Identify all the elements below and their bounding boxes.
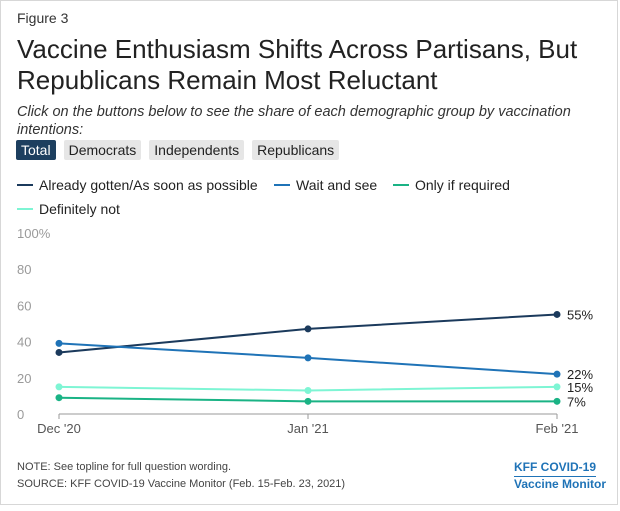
y-tick-label: 40 — [17, 335, 31, 350]
group-button-row: Total Democrats Independents Republicans — [16, 140, 340, 160]
democrats-button[interactable]: Democrats — [63, 140, 142, 160]
legend-label-wait-and-see: Wait and see — [296, 177, 378, 193]
data-point[interactable] — [553, 397, 561, 405]
legend-swatch-only-if-required — [393, 184, 409, 186]
data-point[interactable] — [55, 339, 63, 347]
y-tick-label: 80 — [17, 262, 31, 277]
y-axis: 0 20 40 60 80 100% — [17, 226, 51, 422]
end-value-label: 15% — [567, 380, 593, 395]
legend-label-only-if-required: Only if required — [415, 177, 510, 193]
y-tick-label: 100% — [17, 226, 51, 241]
legend-item-already-gotten[interactable]: Already gotten/As soon as possible — [17, 177, 258, 193]
data-point[interactable] — [553, 383, 561, 391]
y-tick-label: 60 — [17, 298, 31, 313]
legend-swatch-already-gotten — [17, 184, 33, 186]
kff-brand-logo: KFF COVID-19 Vaccine Monitor — [514, 460, 606, 492]
chart-subtitle: Click on the buttons below to see the sh… — [17, 104, 571, 138]
chart-title: Vaccine Enthusiasm Shifts Across Partisa… — [17, 34, 578, 95]
data-point[interactable] — [553, 370, 561, 378]
x-axis: Dec '20 Jan '21 Feb '21 — [37, 414, 578, 436]
republicans-button[interactable]: Republicans — [252, 140, 340, 160]
line-chart: 0 20 40 60 80 100% Dec '20 Jan '21 Feb '21 55% 2… — [17, 226, 593, 436]
end-value-label: 22% — [567, 367, 593, 382]
legend-label-definitely-not: Definitely not — [39, 201, 120, 217]
note-text: NOTE: See topline for full question word… — [17, 461, 232, 473]
legend-item-wait-and-see[interactable]: Wait and see — [274, 177, 377, 193]
data-point[interactable] — [304, 325, 312, 333]
end-value-label: 7% — [567, 394, 586, 409]
legend-swatch-wait-and-see — [274, 184, 290, 186]
end-labels: 55% 22% 7%15% — [567, 307, 593, 409]
data-point[interactable] — [55, 394, 63, 402]
independents-button[interactable]: Independents — [149, 140, 245, 160]
brand-line-1: KFF COVID-19 — [514, 460, 597, 477]
source-text: SOURCE: KFF COVID-19 Vaccine Monitor (Fe… — [17, 478, 346, 490]
legend-item-definitely-not[interactable]: Definitely not — [17, 201, 120, 217]
x-tick-label: Feb '21 — [536, 421, 579, 436]
end-value-label: 55% — [567, 307, 593, 322]
data-point[interactable] — [55, 348, 63, 356]
legend-label-already-gotten: Already gotten/As soon as possible — [39, 177, 258, 193]
data-point[interactable] — [55, 383, 63, 391]
figure-label: Figure 3 — [17, 10, 69, 26]
data-point[interactable] — [304, 386, 312, 394]
x-tick-label: Jan '21 — [287, 421, 329, 436]
series-points — [55, 310, 561, 405]
data-point[interactable] — [553, 310, 561, 318]
x-tick-label: Dec '20 — [37, 421, 81, 436]
legend-swatch-definitely-not — [17, 208, 33, 210]
legend-item-only-if-required[interactable]: Only if required — [393, 177, 510, 193]
data-point[interactable] — [304, 354, 312, 362]
brand-line-2: Vaccine Monitor — [514, 477, 607, 491]
data-point[interactable] — [304, 397, 312, 405]
y-tick-label: 20 — [17, 371, 31, 386]
y-tick-label: 0 — [17, 407, 24, 422]
total-button[interactable]: Total — [16, 140, 56, 160]
